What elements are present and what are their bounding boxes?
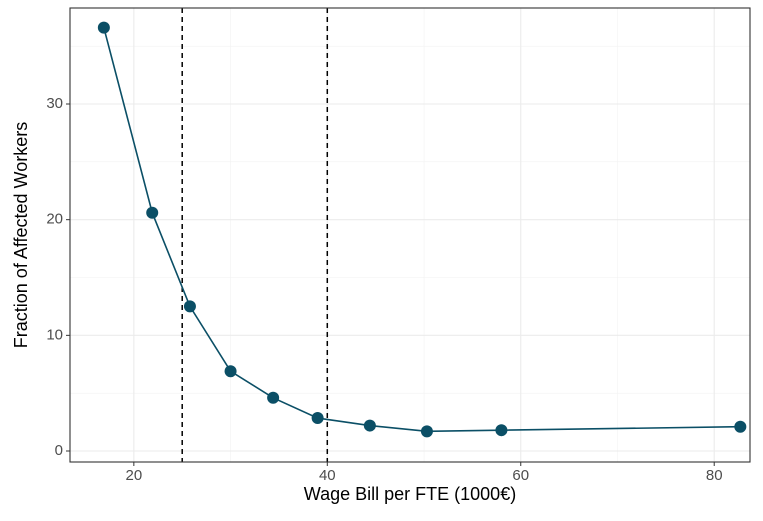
y-tick-label: 10	[46, 326, 63, 343]
y-axis-label: Fraction of Affected Workers	[11, 122, 31, 348]
y-tick-label: 30	[46, 95, 63, 112]
point	[311, 412, 324, 425]
x-tick-label: 20	[125, 467, 142, 484]
point	[146, 206, 159, 219]
y-tick-label: 20	[46, 211, 63, 228]
x-tick-label: 80	[706, 467, 723, 484]
x-tick-label: 60	[512, 467, 529, 484]
point	[97, 21, 110, 34]
point	[363, 419, 376, 432]
y-tick-label: 0	[55, 442, 63, 459]
point	[183, 300, 196, 313]
x-tick-label: 40	[319, 467, 336, 484]
plot-border	[69, 7, 751, 463]
series-line	[103, 27, 741, 433]
plot-background	[70, 8, 750, 462]
point	[420, 425, 433, 438]
point	[267, 391, 280, 404]
point	[734, 420, 747, 433]
point	[495, 424, 508, 437]
point	[224, 365, 237, 378]
x-axis-label: Wage Bill per FTE (1000€)	[304, 484, 516, 504]
